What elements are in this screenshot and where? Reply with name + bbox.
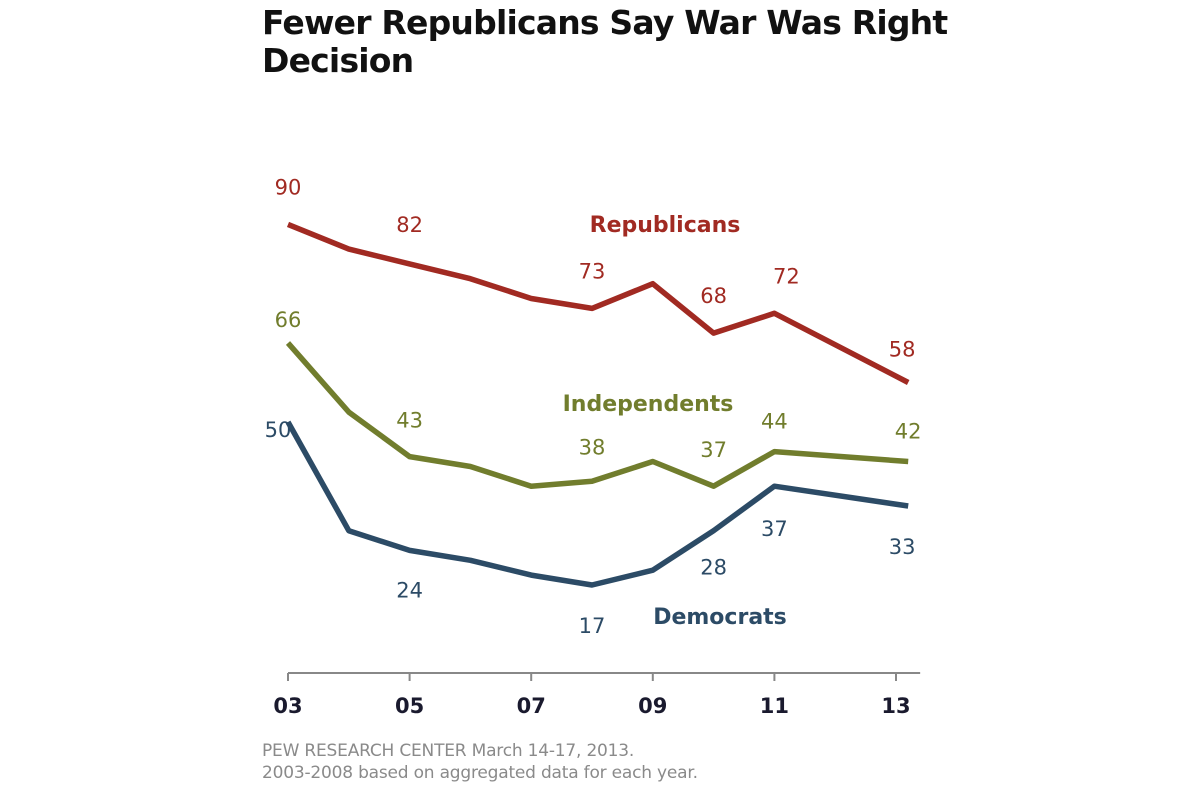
chart-title: Fewer Republicans Say War Was Right Deci… (262, 3, 948, 80)
data-label: 43 (396, 409, 423, 433)
series-name-labels: Republicans Independents Democrats (563, 213, 787, 630)
data-label: 17 (579, 614, 606, 638)
x-tick-label: 09 (638, 694, 667, 718)
series-name-republicans: Republicans (590, 213, 741, 238)
data-label: 90 (275, 175, 302, 199)
data-label: 24 (396, 578, 423, 602)
data-label: 73 (579, 259, 606, 283)
data-label: 28 (700, 556, 727, 580)
data-label: 42 (895, 420, 922, 444)
data-label: 38 (579, 435, 606, 459)
data-label: 68 (700, 284, 727, 308)
series-line-republicans (286, 221, 910, 385)
data-label: 37 (761, 517, 788, 541)
data-label: 58 (889, 337, 916, 361)
data-label: 37 (700, 438, 727, 462)
data-label: 72 (773, 264, 800, 288)
source-note: PEW RESEARCH CENTER March 14-17, 2013. 2… (262, 740, 698, 784)
data-label: 66 (275, 308, 302, 332)
data-label: 50 (265, 418, 292, 442)
x-tick-label: 11 (760, 694, 789, 718)
data-label: 33 (889, 535, 916, 559)
series-line-independents (285, 341, 909, 489)
data-label: 82 (396, 213, 423, 237)
series-line-democrats (285, 420, 909, 588)
x-axis: 03 05 07 09 11 13 (273, 672, 921, 718)
data-labels: 90 82 73 68 72 58 66 43 38 37 44 42 50 24 17 28 37 33 (265, 175, 922, 638)
source-line-1: PEW RESEARCH CENTER March 14-17, 2013. (262, 741, 635, 761)
x-tick-label: 05 (395, 694, 424, 718)
series-name-independents: Independents (563, 392, 734, 417)
x-tick-label: 13 (881, 694, 910, 718)
series-lines (285, 221, 910, 588)
series-name-democrats: Democrats (653, 605, 787, 630)
x-tick-label: 07 (517, 694, 546, 718)
source-line-2: 2003-2008 based on aggregated data for e… (262, 763, 698, 783)
x-tick-label: 03 (273, 694, 302, 718)
data-label: 44 (761, 410, 788, 434)
